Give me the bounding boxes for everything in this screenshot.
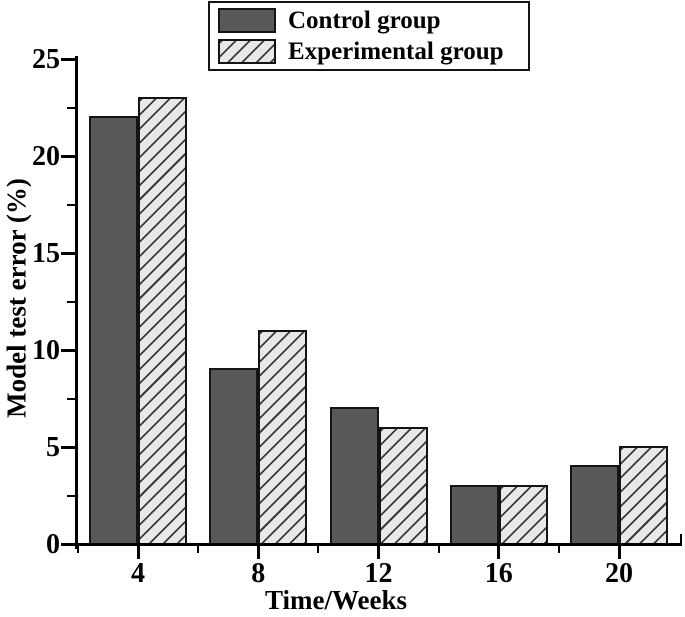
y-tick-label: 5 [46,431,60,463]
y-tick-label: 15 [32,237,60,269]
x-minor-tick [76,545,79,553]
y-minor-tick [67,106,75,109]
legend-swatch-hatched [218,38,276,64]
x-major-tick [136,545,140,559]
legend-label: Experimental group [288,37,504,65]
legend-item-control-group: Control group [218,7,528,35]
x-axis-line [75,543,682,546]
bar-control-group-week-8 [209,368,259,546]
x-tick-label: 12 [364,558,393,589]
y-minor-tick [67,203,75,206]
y-tick-label: 10 [32,334,60,366]
legend-swatch-solid [218,8,276,34]
legend-label: Control group [288,7,441,35]
legend: Control group Experimental group [208,1,530,71]
legend-item-experimental-group: Experimental group [218,37,528,65]
y-minor-tick [67,494,75,497]
y-major-tick [61,543,75,546]
y-major-tick [61,58,75,61]
x-axis-end-tick [680,534,682,543]
x-minor-tick [437,545,440,553]
x-tick-label: 8 [251,558,266,589]
y-axis-line [75,56,78,549]
x-major-tick [256,545,260,559]
y-minor-tick [67,300,75,303]
bar-experimental-group-week-20 [619,446,668,546]
x-major-tick [377,545,380,559]
x-major-tick [497,545,501,559]
x-tick-label: 16 [484,558,513,589]
y-axis-title: Model test error (%) [1,178,32,418]
x-tick-label: 20 [605,558,633,589]
bar-experimental-group-week-16 [498,484,548,546]
x-minor-tick [197,545,200,553]
y-tick-label: 20 [32,140,60,172]
bar-control-group-week-12 [329,407,379,546]
x-axis-title: Time/Weeks [264,585,408,615]
y-major-tick [61,155,75,158]
x-minor-tick [557,545,560,553]
y-major-tick [61,446,75,449]
x-major-tick [617,545,621,559]
y-tick-label: 25 [32,43,60,75]
x-minor-tick [317,545,320,553]
x-tick-label: 4 [131,558,145,589]
y-major-tick [61,252,75,255]
bar-control-group-week-4 [89,116,138,546]
y-tick-label: 0 [46,528,60,560]
y-minor-tick [67,397,75,400]
y-major-tick [61,349,75,352]
bar-experimental-group-week-12 [378,426,428,546]
